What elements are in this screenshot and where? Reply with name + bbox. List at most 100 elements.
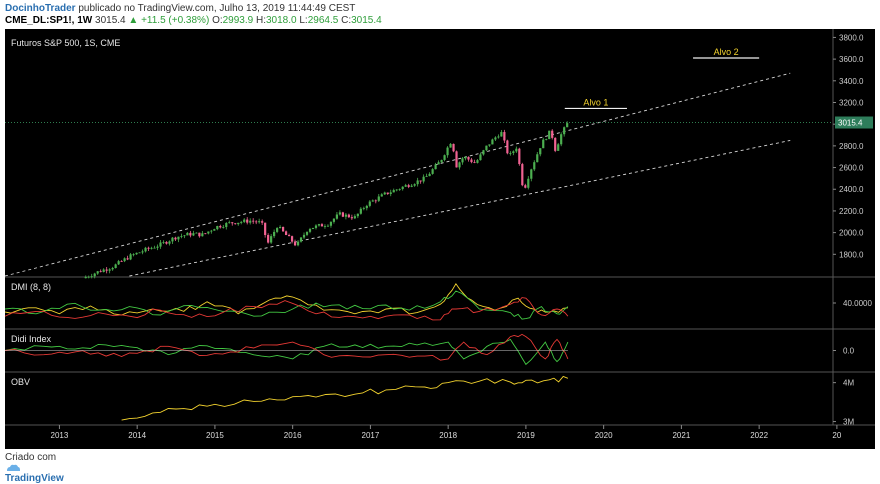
candle-body bbox=[279, 226, 282, 229]
x-tick-label: 2022 bbox=[750, 431, 768, 440]
candle bbox=[497, 134, 500, 139]
x-tick-label: 20 bbox=[832, 431, 841, 440]
candle-body bbox=[380, 194, 383, 197]
candle bbox=[341, 211, 344, 218]
candle-body bbox=[524, 185, 527, 188]
candle bbox=[560, 132, 563, 147]
tradingview-brand-link[interactable]: TradingView bbox=[5, 473, 64, 484]
candle bbox=[449, 142, 452, 148]
candle bbox=[335, 211, 339, 220]
high-label: H: bbox=[256, 15, 266, 26]
candle-body bbox=[431, 169, 434, 174]
x-tick-label: 2020 bbox=[595, 431, 613, 440]
candle-body bbox=[509, 152, 512, 154]
candle-body bbox=[195, 232, 198, 234]
candle bbox=[147, 246, 150, 252]
candle-body bbox=[467, 156, 470, 160]
candle-body bbox=[186, 232, 189, 236]
candle bbox=[323, 224, 327, 229]
candle bbox=[96, 271, 99, 275]
candle-body bbox=[344, 214, 347, 217]
candle-body bbox=[434, 164, 437, 170]
candle-body bbox=[554, 137, 557, 151]
candle bbox=[464, 155, 467, 161]
candle-body bbox=[162, 242, 165, 243]
candle bbox=[422, 174, 425, 184]
candle-body bbox=[359, 208, 362, 214]
candle bbox=[293, 239, 297, 247]
candle bbox=[123, 257, 126, 263]
chart-title: Futuros S&P 500, 1S, CME bbox=[11, 38, 120, 48]
candle bbox=[308, 227, 312, 234]
candle-body bbox=[96, 271, 99, 274]
candle-body bbox=[311, 227, 315, 229]
candle bbox=[470, 157, 473, 164]
chart-svg[interactable]: Futuros S&P 500, 1S, CME 1800.0 2000.0 2200… bbox=[5, 29, 875, 449]
candle-body bbox=[446, 147, 449, 156]
candle bbox=[252, 218, 255, 224]
candle-body bbox=[246, 219, 249, 223]
candle bbox=[279, 225, 282, 229]
candle bbox=[159, 240, 162, 249]
candle bbox=[458, 161, 461, 170]
candle-body bbox=[488, 144, 491, 146]
candle bbox=[521, 162, 524, 187]
candle bbox=[90, 273, 93, 279]
footer: Criado com TradingView bbox=[5, 452, 64, 484]
candle-body bbox=[117, 261, 120, 265]
candle bbox=[135, 252, 138, 255]
dmi-series-line bbox=[5, 297, 569, 321]
publish-info: DocinhoTrader publicado no TradingView.c… bbox=[5, 3, 355, 14]
channel-line bbox=[5, 72, 791, 277]
candle bbox=[222, 224, 225, 229]
candle-body bbox=[356, 213, 359, 217]
candle bbox=[437, 160, 440, 165]
candle-body bbox=[545, 139, 548, 140]
candle bbox=[264, 222, 267, 238]
candle-body bbox=[542, 139, 545, 149]
candle-body bbox=[258, 221, 261, 223]
candle bbox=[195, 232, 198, 234]
candle-body bbox=[425, 176, 428, 177]
candle bbox=[219, 224, 222, 229]
candle bbox=[506, 139, 509, 155]
candle-body bbox=[563, 127, 566, 135]
chart-canvas[interactable]: Futuros S&P 500, 1S, CME 1800.0 2000.0 2200… bbox=[5, 29, 875, 449]
candle bbox=[377, 193, 380, 203]
candle bbox=[267, 233, 270, 244]
candle-body bbox=[296, 241, 300, 246]
didi-y-tick-label: 0.0 bbox=[843, 347, 855, 356]
candle bbox=[563, 126, 566, 137]
y-tick-label: 3200.0 bbox=[839, 98, 864, 107]
candle bbox=[210, 229, 213, 234]
candle bbox=[410, 184, 413, 188]
candle bbox=[249, 218, 252, 225]
candle bbox=[338, 210, 342, 216]
candle bbox=[183, 235, 186, 239]
candle-body bbox=[123, 258, 126, 262]
candle bbox=[153, 245, 156, 249]
candle-body bbox=[156, 246, 159, 248]
last-price-badge bbox=[835, 116, 873, 129]
candle bbox=[114, 263, 117, 269]
candle bbox=[518, 147, 521, 166]
candle bbox=[392, 188, 395, 193]
candle-body bbox=[506, 140, 509, 154]
candle bbox=[389, 189, 392, 197]
candle-body bbox=[416, 180, 419, 185]
candle bbox=[192, 230, 195, 237]
target-label: Alvo 2 bbox=[714, 47, 739, 57]
candle bbox=[467, 156, 470, 162]
candle bbox=[156, 244, 159, 251]
candle bbox=[296, 240, 300, 247]
open-value: 2993.9 bbox=[222, 15, 254, 26]
candle bbox=[117, 259, 120, 265]
candle-body bbox=[216, 225, 219, 230]
candle-body bbox=[473, 162, 476, 163]
candle bbox=[162, 240, 165, 245]
candle bbox=[270, 234, 273, 244]
author-link[interactable]: DocinhoTrader bbox=[5, 3, 76, 14]
candle-body bbox=[105, 269, 108, 271]
candle-body bbox=[536, 154, 539, 163]
candle-body bbox=[198, 232, 201, 237]
